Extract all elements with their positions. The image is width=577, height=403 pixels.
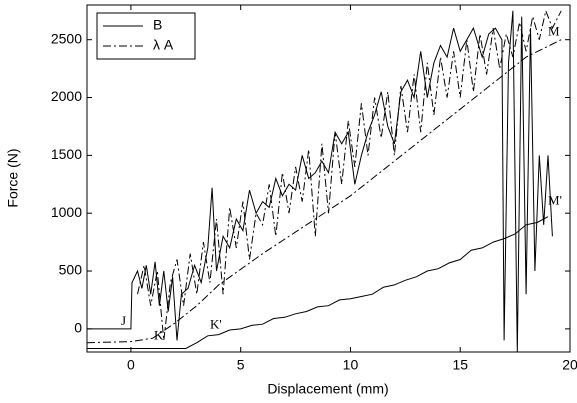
annotation: M [548, 24, 560, 39]
legend-label: B [153, 17, 162, 33]
annotation: M' [548, 193, 562, 208]
legend-box [96, 12, 196, 60]
series-line [86, 39, 562, 344]
plot-frame [86, 4, 571, 353]
x-tick-label: 5 [237, 357, 245, 373]
x-tick-label: 10 [343, 357, 359, 373]
annotation: J [121, 313, 126, 328]
annotation: K [154, 327, 164, 342]
y-axis-label: Force (N) [5, 148, 21, 207]
x-tick-label: 20 [562, 357, 577, 373]
y-tick-label: 2500 [51, 30, 82, 46]
x-axis-label: Displacement (mm) [267, 381, 388, 397]
y-tick-label: 1500 [51, 146, 82, 162]
legend-label: λ A [153, 37, 174, 53]
annotation: K' [210, 316, 222, 331]
series-line [137, 9, 562, 341]
series-line [87, 216, 549, 349]
y-tick-label: 500 [59, 262, 83, 278]
x-tick-label: 0 [127, 357, 135, 373]
y-tick-label: 1000 [51, 204, 82, 220]
y-tick-label: 2000 [51, 88, 82, 104]
y-tick-label: 0 [74, 320, 82, 336]
x-tick-label: 15 [452, 357, 468, 373]
